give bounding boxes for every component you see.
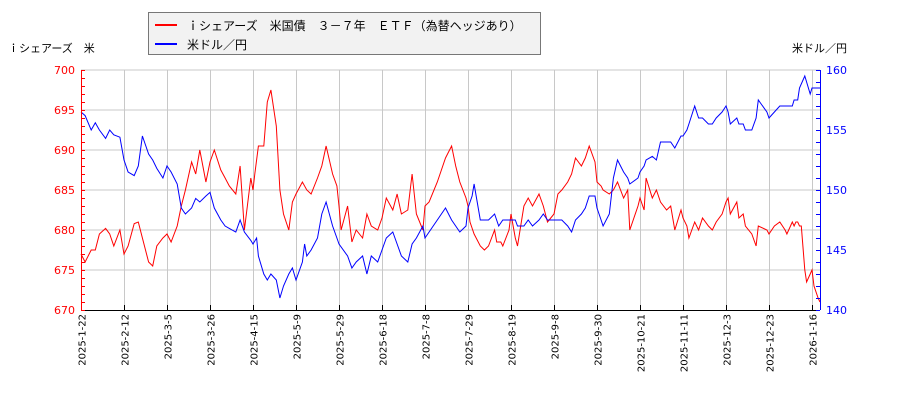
- svg-text:2025-10-21: 2025-10-21: [637, 314, 648, 372]
- svg-text:700: 700: [54, 64, 75, 77]
- svg-text:2025-12-23: 2025-12-23: [766, 314, 777, 372]
- svg-text:160: 160: [826, 64, 847, 77]
- svg-text:140: 140: [826, 304, 847, 317]
- legend-item-usdjpy: 米ドル／円: [155, 35, 247, 53]
- svg-text:670: 670: [54, 304, 75, 317]
- svg-text:690: 690: [54, 144, 75, 157]
- svg-text:2025-3-26: 2025-3-26: [207, 314, 218, 366]
- svg-text:2025-5-9: 2025-5-9: [293, 314, 304, 359]
- svg-text:2026-1-16: 2026-1-16: [809, 314, 820, 366]
- svg-text:2025-7-29: 2025-7-29: [465, 314, 476, 366]
- svg-text:2025-6-18: 2025-6-18: [379, 314, 390, 366]
- svg-text:145: 145: [826, 244, 847, 257]
- svg-text:2025-9-8: 2025-9-8: [551, 314, 562, 359]
- svg-text:2025-1-22: 2025-1-22: [78, 314, 89, 366]
- left-axis-title: ｉシェアーズ 米: [8, 42, 95, 55]
- svg-text:2025-7-8: 2025-7-8: [422, 314, 433, 359]
- svg-text:2025-3-5: 2025-3-5: [164, 314, 175, 359]
- right-axis-title: 米ドル／円: [792, 42, 847, 55]
- svg-text:2025-4-15: 2025-4-15: [250, 314, 261, 366]
- legend-label-usdjpy: 米ドル／円: [187, 37, 248, 52]
- svg-text:2025-5-29: 2025-5-29: [336, 314, 347, 366]
- svg-text:2025-11-11: 2025-11-11: [680, 314, 691, 372]
- svg-text:2025-9-30: 2025-9-30: [594, 314, 605, 366]
- svg-text:155: 155: [826, 124, 847, 137]
- svg-text:2025-2-12: 2025-2-12: [121, 314, 132, 366]
- svg-text:150: 150: [826, 184, 847, 197]
- svg-text:2025-8-19: 2025-8-19: [508, 314, 519, 366]
- blue-line-swatch-icon: [155, 43, 177, 45]
- svg-text:675: 675: [54, 264, 75, 277]
- legend: ｉシェアーズ 米国債 ３－７年 ＥＴＦ（為替ヘッジあり） 米ドル／円: [148, 12, 541, 55]
- legend-item-etf: ｉシェアーズ 米国債 ３－７年 ＥＴＦ（為替ヘッジあり）: [155, 16, 522, 34]
- svg-text:685: 685: [54, 184, 75, 197]
- svg-text:680: 680: [54, 224, 75, 237]
- svg-text:2025-12-3: 2025-12-3: [723, 314, 734, 366]
- red-line-swatch-icon: [155, 24, 177, 26]
- legend-label-etf: ｉシェアーズ 米国債 ３－７年 ＥＴＦ（為替ヘッジあり）: [187, 18, 522, 33]
- svg-text:695: 695: [54, 104, 75, 117]
